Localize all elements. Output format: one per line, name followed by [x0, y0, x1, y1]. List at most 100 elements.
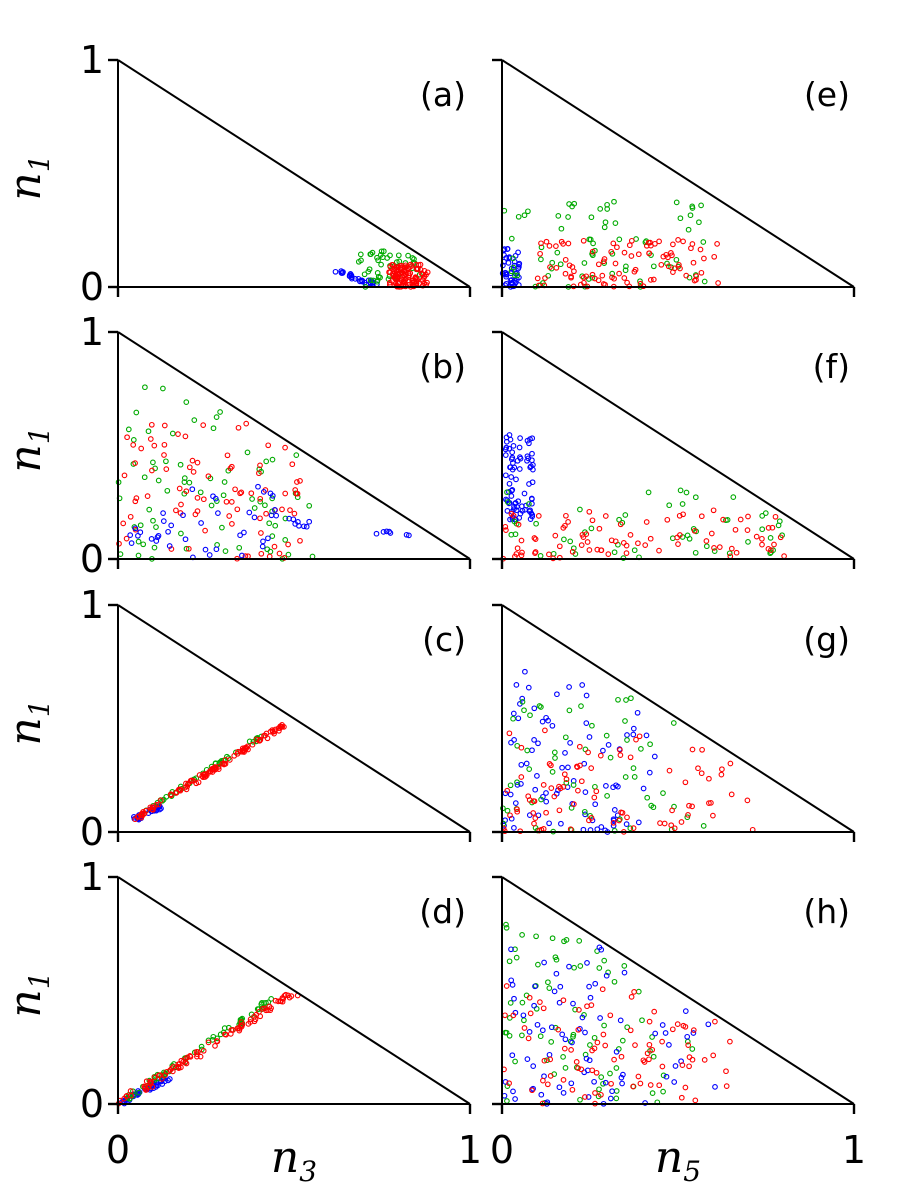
data-point-red	[297, 478, 303, 484]
data-point-red	[656, 1082, 663, 1089]
x-axis-label-left-sub: 3	[299, 1155, 317, 1188]
data-point-green	[378, 261, 384, 268]
data-point-red	[671, 265, 678, 272]
data-point-red	[200, 771, 207, 778]
data-point-green	[508, 235, 515, 242]
data-point-red	[641, 1059, 648, 1065]
data-point-red	[688, 245, 694, 252]
data-point-blue	[603, 972, 610, 979]
data-point-green	[140, 541, 147, 548]
data-point-red	[398, 269, 405, 276]
data-point-red	[518, 744, 525, 751]
data-point-blue	[592, 801, 599, 808]
data-point-green	[384, 255, 391, 261]
data-point-green	[605, 969, 611, 976]
data-point-red	[589, 517, 596, 524]
data-point-red	[621, 249, 628, 256]
data-point-blue	[579, 682, 586, 688]
data-point-green	[521, 212, 528, 219]
data-point-blue	[525, 684, 532, 691]
data-point-red	[183, 786, 190, 793]
data-point-green	[220, 492, 227, 499]
data-point-red	[390, 262, 396, 268]
data-point-red	[737, 516, 744, 523]
data-point-green	[644, 794, 651, 801]
data-point-red	[532, 549, 539, 555]
data-point-red	[287, 507, 293, 513]
data-point-green	[587, 1042, 593, 1048]
data-point-blue	[514, 782, 521, 788]
panel-label: (a)	[420, 75, 466, 114]
data-point-blue	[538, 1091, 545, 1098]
data-point-blue	[651, 753, 658, 760]
data-point-red	[599, 986, 606, 993]
data-point-red	[531, 820, 537, 827]
data-point-blue	[241, 529, 247, 536]
data-point-red	[558, 238, 565, 245]
data-point-red	[584, 1003, 590, 1010]
data-point-blue	[132, 525, 139, 532]
data-point-red	[514, 808, 521, 815]
data-point-red	[203, 772, 210, 779]
data-point-blue	[166, 1076, 173, 1082]
data-point-blue	[600, 747, 606, 754]
data-point-green	[262, 502, 268, 509]
data-point-red	[264, 735, 271, 742]
data-point-blue	[543, 714, 549, 721]
data-point-green	[535, 961, 541, 968]
data-point-green	[650, 1053, 657, 1060]
data-point-red	[161, 452, 167, 458]
data-point-green	[163, 793, 170, 800]
data-point-red	[720, 516, 726, 523]
data-point-red	[258, 530, 264, 536]
data-point-red	[173, 789, 180, 795]
data-point-green	[591, 1034, 598, 1041]
data-point-red	[212, 1043, 218, 1049]
data-point-blue	[531, 737, 537, 743]
data-point-red	[732, 526, 739, 533]
data-point-red	[600, 1031, 607, 1038]
panel-label: (h)	[803, 892, 850, 931]
data-point-red	[276, 727, 282, 734]
data-point-blue	[619, 1080, 625, 1087]
data-point-blue	[529, 500, 535, 507]
data-point-red	[602, 513, 609, 519]
data-point-red	[715, 280, 721, 286]
data-point-red	[642, 542, 649, 548]
data-point-red	[689, 803, 695, 810]
data-point-blue	[512, 1096, 518, 1102]
data-point-green	[511, 272, 518, 279]
data-point-red	[659, 1063, 666, 1070]
data-point-red	[534, 275, 541, 282]
data-point-red	[753, 533, 760, 540]
data-point-green	[561, 938, 567, 945]
data-point-red	[610, 240, 617, 247]
data-point-red	[130, 442, 137, 448]
data-point-blue	[529, 450, 535, 457]
data-point-red	[706, 775, 712, 782]
data-point-red	[565, 519, 571, 525]
data-point-green	[263, 1000, 269, 1006]
data-point-green	[624, 1024, 631, 1031]
panel-h: (h)	[492, 875, 856, 1114]
data-point-green	[257, 498, 264, 505]
data-point-red	[591, 794, 598, 801]
data-point-red	[530, 810, 537, 816]
data-point-green	[601, 957, 608, 964]
data-point-green	[375, 273, 382, 280]
data-point-green	[293, 452, 300, 458]
data-point-red	[402, 277, 409, 283]
data-point-green	[623, 697, 629, 703]
data-point-green	[557, 261, 564, 268]
data-point-green	[508, 268, 515, 275]
data-point-green	[264, 546, 271, 553]
data-point-red	[575, 1065, 581, 1071]
data-point-green	[533, 933, 539, 940]
data-point-green	[151, 544, 158, 551]
data-point-blue	[259, 543, 266, 550]
data-point-green	[150, 459, 156, 466]
data-point-blue	[503, 444, 510, 451]
data-point-red	[145, 1084, 152, 1091]
data-point-red	[263, 510, 269, 517]
data-point-red	[503, 527, 509, 533]
